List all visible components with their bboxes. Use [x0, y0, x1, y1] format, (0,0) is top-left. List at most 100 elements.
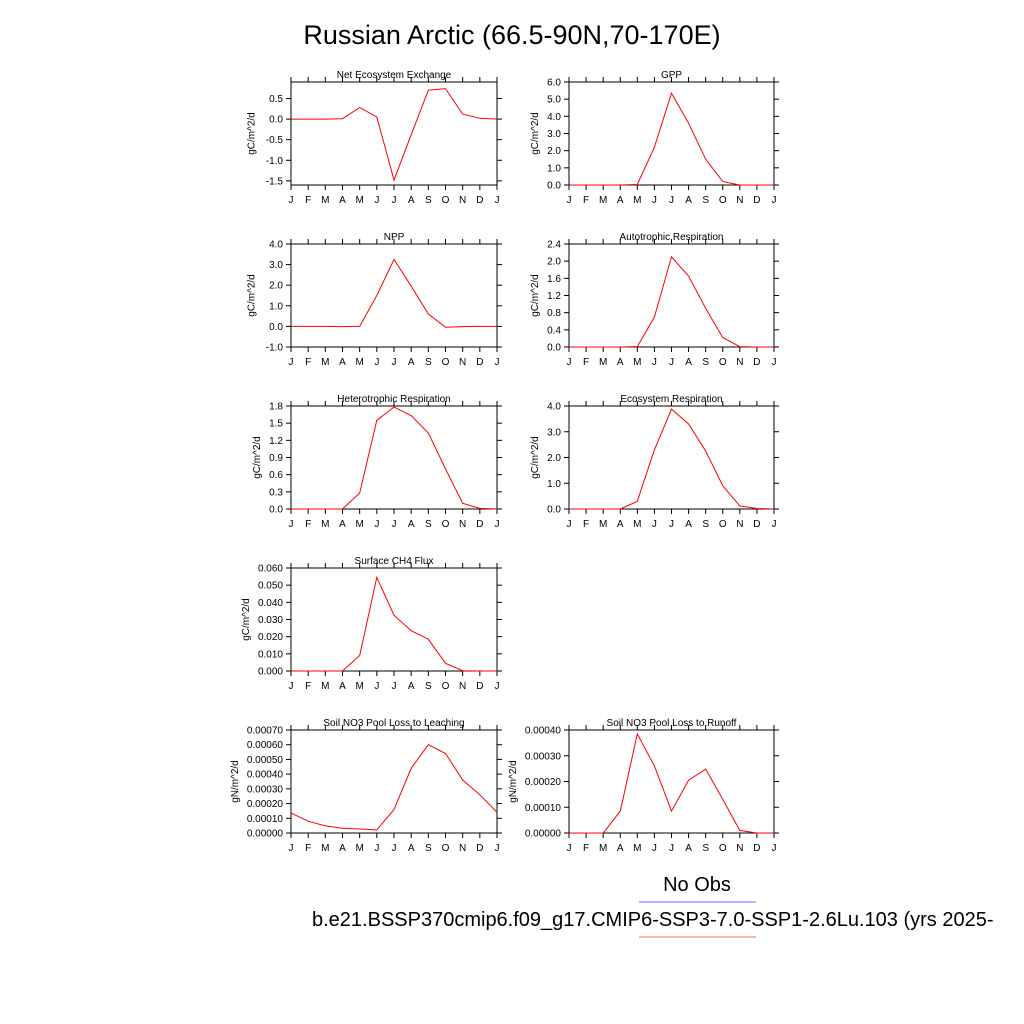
x-tick-label: O	[719, 519, 727, 530]
panel-title: Soil NO3 Pool Loss to Leaching	[323, 718, 464, 729]
x-tick-label: M	[321, 843, 329, 854]
y-tick-label: 1.2	[269, 436, 283, 447]
panel-title: NPP	[384, 232, 405, 243]
x-tick-label: S	[425, 519, 432, 530]
x-tick-label: A	[408, 357, 415, 368]
y-tick-label: 0.0	[269, 505, 283, 516]
x-tick-label: A	[408, 519, 415, 530]
x-tick-label: S	[425, 681, 432, 692]
y-tick-label: 3.0	[269, 260, 283, 271]
plot-frame	[568, 81, 775, 186]
legend-label-model: b.e21.BSSP370cmip6.f09_g17.CMIP6-SSP3-7.…	[312, 909, 994, 931]
x-tick-label: J	[374, 195, 379, 206]
y-tick-label: 0.00000	[247, 829, 284, 840]
x-tick-label: D	[476, 357, 483, 368]
x-tick-label: J	[567, 195, 572, 206]
x-tick-label: O	[442, 195, 450, 206]
plot-frame	[290, 81, 498, 186]
x-tick-label: M	[355, 681, 363, 692]
y-tick-label: 0.030	[258, 615, 283, 626]
series-line	[569, 255, 774, 348]
x-tick-label: F	[583, 519, 589, 530]
x-tick-label: J	[652, 519, 657, 530]
x-tick-label: J	[772, 195, 777, 206]
x-tick-label: J	[772, 519, 777, 530]
y-tick-label: 0.00010	[247, 814, 284, 825]
x-tick-label: J	[289, 195, 294, 206]
series-line	[291, 88, 498, 182]
figure-title: Russian Arctic (66.5-90N,70-170E)	[303, 20, 720, 50]
y-tick-label: 0.0	[269, 115, 283, 126]
x-tick-label: A	[617, 843, 624, 854]
x-tick-label: D	[753, 519, 760, 530]
x-tick-label: O	[442, 357, 450, 368]
x-tick-label: J	[374, 357, 379, 368]
x-tick-label: M	[321, 681, 329, 692]
plot-frame	[290, 405, 498, 510]
x-tick-label: D	[753, 357, 760, 368]
x-tick-label: N	[736, 357, 743, 368]
x-tick-label: A	[339, 681, 346, 692]
x-tick-label: F	[305, 681, 311, 692]
panel-title: Net Ecosystem Exchange	[337, 70, 452, 81]
y-tick-label: 0.00000	[525, 829, 562, 840]
x-tick-label: A	[339, 357, 346, 368]
series-line	[569, 91, 774, 186]
plot-frame	[568, 243, 775, 348]
x-tick-label: N	[459, 681, 466, 692]
y-tick-label: 0.5	[269, 94, 283, 105]
x-tick-label: J	[772, 357, 777, 368]
y-tick-label: 0.9	[269, 453, 283, 464]
y-tick-label: 0.0	[547, 505, 561, 516]
x-tick-label: F	[583, 195, 589, 206]
y-axis-label: gC/m^2/d	[247, 112, 258, 155]
x-tick-label: J	[392, 681, 397, 692]
x-tick-label: N	[459, 195, 466, 206]
x-tick-label: A	[339, 519, 346, 530]
x-tick-label: J	[669, 843, 674, 854]
y-tick-label: -1.5	[266, 176, 284, 187]
y-tick-label: 0.3	[269, 487, 283, 498]
y-tick-label: 2.0	[547, 146, 561, 157]
x-tick-label: A	[617, 519, 624, 530]
y-tick-label: 0.000	[258, 667, 283, 678]
x-tick-label: D	[753, 843, 760, 854]
y-axis-label: gC/m^2/d	[530, 112, 541, 155]
x-tick-label: J	[392, 843, 397, 854]
x-tick-label: J	[652, 357, 657, 368]
y-tick-label: 1.0	[547, 479, 561, 490]
panel-title: Heterotrophic Respiration	[337, 394, 450, 405]
x-tick-label: N	[459, 519, 466, 530]
series-line	[290, 744, 498, 831]
x-tick-label: A	[408, 843, 415, 854]
y-tick-label: 1.5	[269, 419, 283, 430]
y-tick-label: 1.0	[269, 301, 283, 312]
x-tick-label: A	[617, 357, 624, 368]
panel-title: GPP	[661, 70, 682, 81]
x-tick-label: J	[392, 357, 397, 368]
y-tick-label: 0.0	[547, 343, 561, 354]
panel-title: Ecosystem Respiration	[620, 394, 722, 405]
x-tick-label: D	[476, 195, 483, 206]
series-line	[291, 406, 498, 510]
x-tick-label: J	[652, 843, 657, 854]
y-tick-label: 0.00060	[247, 740, 284, 751]
x-tick-label: J	[392, 519, 397, 530]
x-tick-label: M	[599, 519, 607, 530]
x-tick-label: M	[355, 519, 363, 530]
y-tick-label: 0.040	[258, 598, 283, 609]
series-line	[569, 732, 774, 834]
legend-label-obs: No Obs	[663, 874, 731, 896]
x-tick-label: O	[719, 195, 727, 206]
series-line	[569, 408, 775, 510]
x-tick-label: F	[305, 519, 311, 530]
x-tick-label: N	[736, 519, 743, 530]
y-tick-label: 0.010	[258, 649, 283, 660]
x-tick-label: O	[719, 843, 727, 854]
panel-title: Soil NO3 Pool Loss to Runoff	[607, 718, 737, 729]
panel-title: Autotrophic Respiration	[620, 232, 724, 243]
y-tick-label: 0.00070	[247, 726, 284, 737]
